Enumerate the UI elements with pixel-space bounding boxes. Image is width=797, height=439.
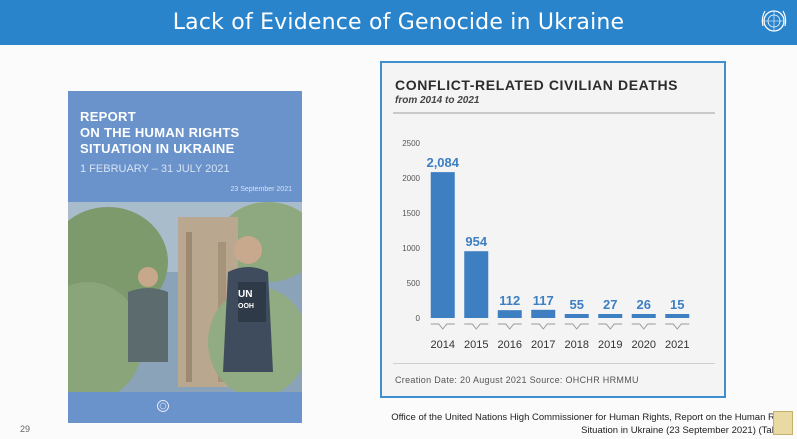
data-label: 27 (603, 297, 617, 312)
x-tick-label: 2018 (565, 339, 589, 351)
citation: Office of the United Nations High Commis… (347, 411, 777, 437)
y-tick-label: 1500 (402, 209, 420, 218)
chart-title: CONFLICT-RELATED CIVILIAN DEATHS (395, 77, 679, 93)
report-cover: REPORT ON THE HUMAN RIGHTS SITUATION IN … (68, 91, 302, 423)
bar (497, 310, 522, 318)
cover-photo (68, 202, 302, 392)
bar-chart: 0 500 1000 1500 2000 2500 2,084 2014 954 2015 112 2… (402, 139, 690, 351)
bar (564, 314, 589, 318)
chart-subtitle: from 2014 to 2021 (395, 95, 480, 106)
x-tick-label: 2016 (498, 339, 522, 351)
cover-published-date: 23 September 2021 (230, 186, 293, 193)
x-tick-label: 2021 (665, 339, 689, 351)
vest-label-ooh: OOH (238, 303, 254, 310)
chart-divider (393, 112, 715, 114)
bar (631, 314, 656, 318)
x-tick-label: 2017 (531, 339, 555, 351)
x-tick-label: 2014 (431, 339, 455, 351)
x-tick-mark (430, 323, 455, 330)
x-tick-mark (497, 323, 522, 330)
bar (598, 314, 623, 318)
x-tick-label: 2015 (464, 339, 488, 351)
bar (531, 309, 556, 318)
data-label: 117 (533, 293, 554, 308)
un-small-emblem-icon (157, 400, 169, 412)
y-tick-label: 500 (407, 279, 421, 288)
y-tick-label: 1000 (402, 244, 420, 253)
x-tick-mark (464, 323, 489, 330)
x-tick-mark (598, 323, 623, 330)
bar (665, 314, 690, 318)
cover-dates: 1 FEBRUARY – 31 JULY 2021 (80, 163, 230, 175)
un-emblem-icon (761, 10, 787, 32)
citation-line-1: Office of the United Nations High Commis… (391, 412, 777, 423)
y-tick-label: 0 (416, 314, 421, 323)
x-tick-mark (665, 323, 690, 330)
corner-logo (773, 411, 793, 435)
chart-footer: Creation Date: 20 August 2021 Source: OH… (395, 375, 639, 385)
cover-footer (68, 392, 302, 423)
data-label: 15 (670, 297, 684, 312)
data-label: 112 (499, 293, 520, 308)
bar (430, 172, 455, 318)
data-label: 26 (637, 297, 651, 312)
x-tick-mark (531, 323, 556, 330)
slide-header: Lack of Evidence of Genocide in Ukraine (0, 0, 797, 45)
y-tick-label: 2000 (402, 174, 420, 183)
x-tick-label: 2019 (598, 339, 622, 351)
data-label: 2,084 (426, 155, 459, 170)
x-tick-mark (631, 323, 656, 330)
citation-line-2: Situation in Ukraine (23 September 2021)… (581, 425, 777, 436)
y-tick-label: 2500 (402, 139, 420, 148)
slide-number: 29 (20, 424, 31, 434)
x-tick-label: 2020 (632, 339, 656, 351)
cover-title: REPORT ON THE HUMAN RIGHTS SITUATION IN … (80, 109, 240, 156)
slide-title: Lack of Evidence of Genocide in Ukraine (172, 10, 625, 35)
x-tick-mark (564, 323, 589, 330)
data-label: 55 (570, 297, 584, 312)
bar (464, 251, 489, 318)
chart-panel: CONFLICT-RELATED CIVILIAN DEATHS from 20… (380, 61, 726, 398)
data-label: 954 (465, 234, 487, 249)
chart-footer-divider (393, 363, 715, 364)
vest-label-un: UN (238, 289, 253, 300)
